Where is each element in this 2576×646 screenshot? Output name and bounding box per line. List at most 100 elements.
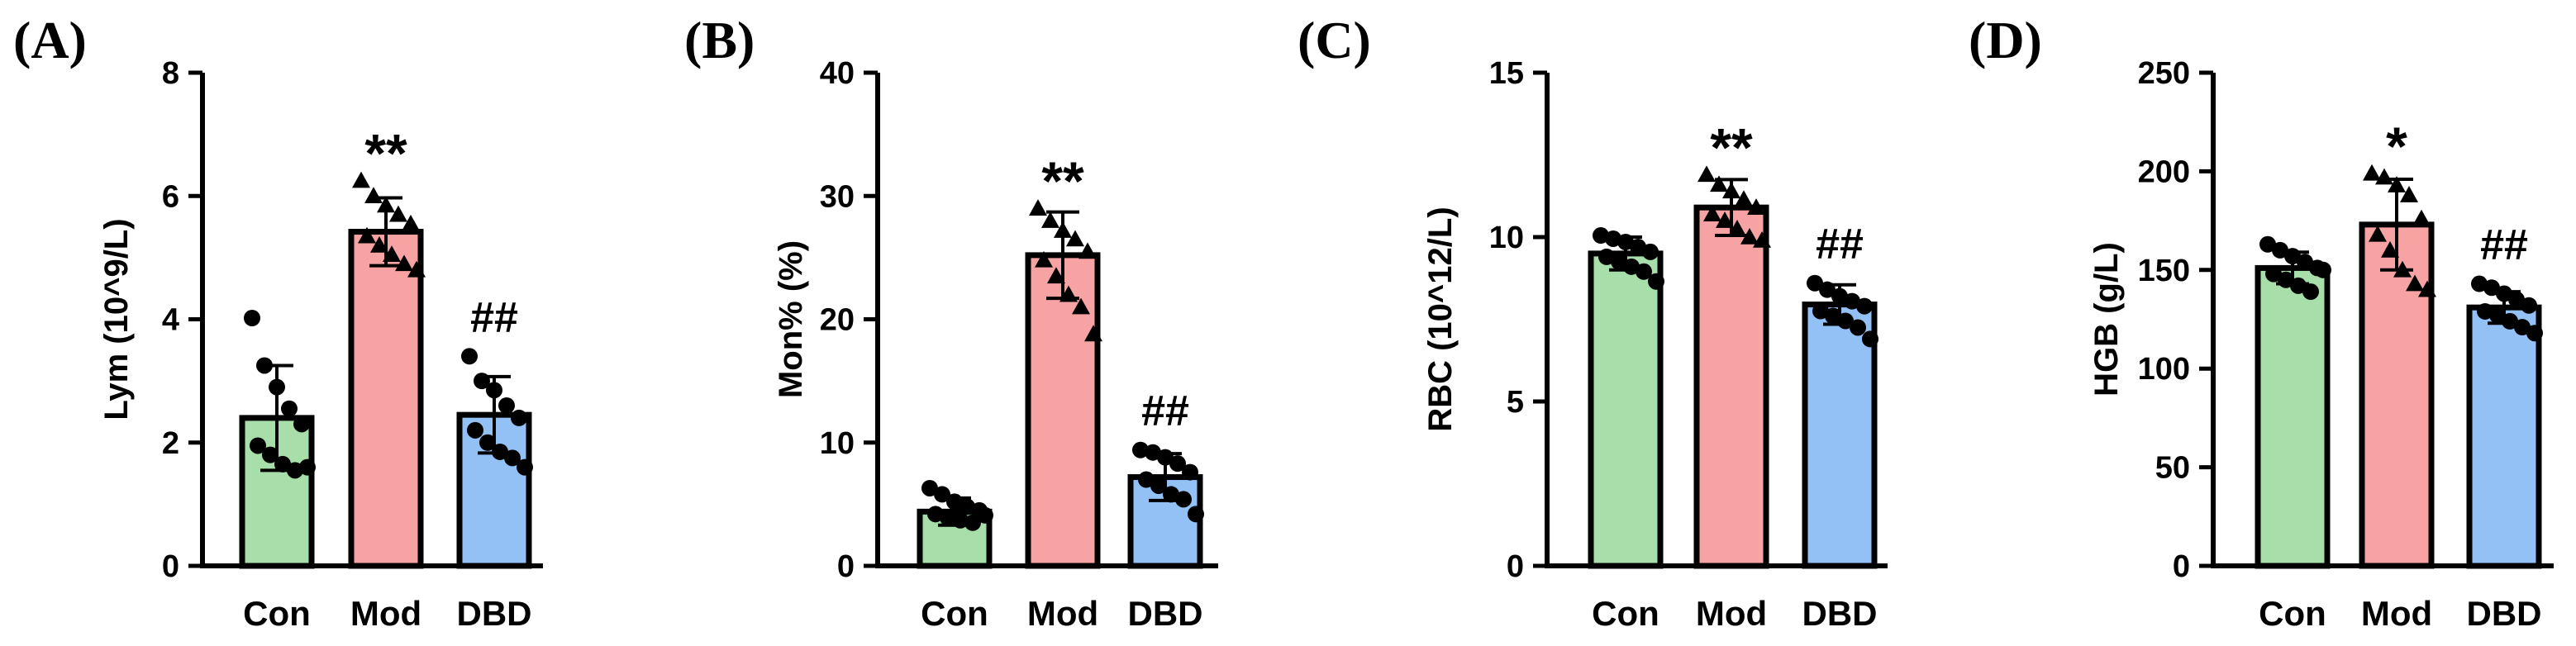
y-tick-label: 30 [820,179,855,214]
data-point-circle [1807,274,1823,292]
data-point-circle [2471,275,2488,292]
significance-marker: ## [1141,387,1189,435]
y-tick-label: 6 [162,179,179,214]
chart-panel-3: (C) 0 5 10 15 RBC (10^12/L) Con ** Mod ## DBD [1298,11,1888,633]
x-tick-label: DBD [1128,594,1203,633]
y-tick-label: 0 [837,549,855,584]
x-tick-label: Mod [350,594,421,633]
bar-con [1588,250,1664,569]
x-tick-label: Con [1592,594,1659,633]
data-point-circle [2302,283,2319,301]
data-point-circle [479,434,496,451]
y-tick-label: 8 [162,56,179,91]
data-point-triangle [2418,280,2436,297]
data-point-circle [244,310,260,327]
x-tick-label: Mod [2361,594,2432,633]
y-tick-label: 5 [1507,385,1524,420]
data-point-circle [1844,292,1860,310]
data-point-circle [250,437,266,454]
data-point-circle [511,409,527,426]
panel-label: (C) [1298,11,1371,69]
data-point-circle [2526,325,2543,342]
data-point-triangle [1066,230,1084,247]
x-tick-label: Con [243,594,311,633]
significance-marker: * [2386,116,2407,177]
y-tick-label: 50 [2155,451,2190,486]
data-point-triangle [352,171,370,188]
data-point-circle [281,400,298,417]
data-point-circle [2315,261,2331,278]
data-point-circle [940,509,956,526]
data-point-triangle [364,187,383,204]
data-point-circle [299,458,316,476]
bar-con [2255,264,2331,569]
data-point-circle [959,498,975,515]
x-tick-label: Con [921,594,988,633]
x-tick-label: Con [2259,594,2326,633]
data-point-circle [2259,235,2276,253]
data-point-circle [1812,302,1829,320]
y-tick-label: 15 [1489,56,1524,91]
data-point-triangle [1047,267,1065,284]
bar-mod [348,229,424,569]
chart-panel-1: (A) 0 2 4 6 8 Lym (10^9/L) Con ** Mod ## DBD [13,11,543,633]
data-point-triangle [2381,240,2399,258]
y-tick-label: 4 [162,303,179,338]
data-point-triangle [370,235,388,253]
data-point-triangle [1703,205,1721,221]
y-axis-label: Mon% (%) [773,240,809,398]
data-point-triangle [407,260,426,278]
data-point-circle [1862,330,1878,348]
data-point-circle [1182,463,1198,481]
y-tick-label: 2 [162,426,179,461]
data-point-circle [921,479,938,496]
y-tick-label: 40 [820,56,855,91]
y-axis-label: HGB (g/L) [2088,242,2125,397]
chart-panel-4: (D) 0 50 100 150 200 250 HGB (g/L) Con * Mod ## DBD [1969,11,2554,633]
significance-marker: ** [1041,150,1084,211]
data-point-circle [2521,297,2537,314]
panel-label: (A) [13,11,87,69]
data-point-circle [2508,291,2525,308]
data-point-circle [1642,243,1659,260]
data-point-circle [1636,263,1652,280]
data-point-circle [1611,253,1627,270]
bar-dbd [2466,304,2542,569]
bar-mod [1693,204,1769,569]
data-point-triangle [1041,211,1059,228]
x-tick-label: DBD [457,594,532,633]
data-point-circle [517,458,533,476]
data-point-triangle [2412,209,2431,226]
data-point-circle [461,348,478,365]
significance-marker: ** [1710,116,1753,178]
y-tick-label: 250 [2138,56,2190,91]
data-point-circle [2265,265,2282,283]
data-point-triangle [1753,230,1771,248]
data-point-circle [498,397,515,414]
x-tick-label: DBD [1802,594,1878,633]
data-point-circle [262,446,279,463]
data-point-triangle [2369,225,2387,242]
data-point-circle [467,421,483,439]
data-point-triangle [1735,190,1753,207]
y-tick-label: 0 [162,549,179,584]
data-point-circle [1150,477,1167,494]
panel-label: (B) [684,11,755,69]
data-point-triangle [2363,164,2381,181]
y-axis-label: Lym (10^9/L) [98,218,135,420]
data-point-triangle [358,226,376,244]
data-point-triangle [1716,211,1734,228]
y-tick-label: 10 [820,426,855,461]
data-point-circle [2489,306,2506,324]
data-point-circle [1630,238,1646,255]
data-point-circle [964,514,981,531]
y-tick-label: 10 [1489,221,1524,255]
x-tick-label: DBD [2467,594,2542,633]
data-point-circle [1188,506,1204,523]
panel-label: (D) [1969,11,2042,69]
data-point-triangle [1084,325,1102,342]
data-point-circle [927,506,944,523]
data-point-circle [1825,307,1841,325]
y-tick-label: 0 [2173,549,2190,584]
